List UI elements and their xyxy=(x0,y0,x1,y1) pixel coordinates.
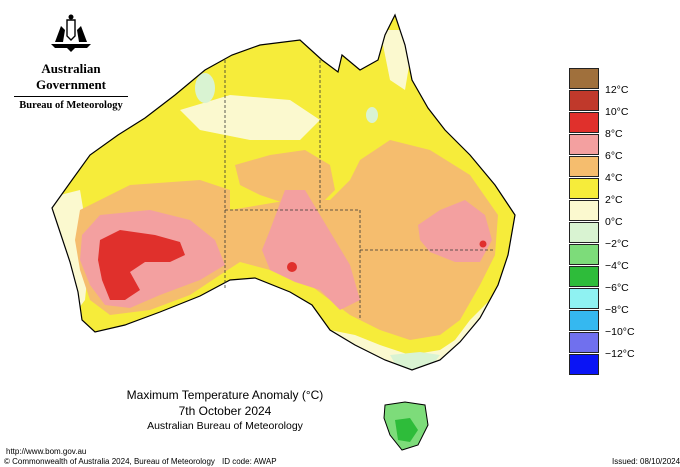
footer-issued: Issued: 08/10/2024 xyxy=(612,457,680,466)
legend-swatch xyxy=(569,178,599,199)
legend-swatch xyxy=(569,354,599,375)
coat-of-arms-icon xyxy=(51,14,91,52)
legend-label: 12°C xyxy=(605,84,629,96)
map-date: 7th October 2024 xyxy=(178,404,272,418)
tasmania xyxy=(383,401,429,451)
state-borders xyxy=(224,60,495,320)
legend-label: 8°C xyxy=(605,128,623,140)
legend-swatch xyxy=(569,90,599,111)
legend-swatch xyxy=(569,266,599,287)
legend-swatch xyxy=(569,222,599,243)
legend-swatch xyxy=(569,200,599,221)
legend-label: −8°C xyxy=(605,304,629,316)
legend-label: 4°C xyxy=(605,172,623,184)
map-title: Maximum Temperature Anomaly (°C) xyxy=(126,388,324,402)
footer-url: http://www.bom.gov.au xyxy=(6,447,87,456)
legend-label: −12°C xyxy=(605,348,635,360)
footer-copyright: © Commonwealth of Australia 2024, Bureau… xyxy=(4,457,215,466)
bom-logo-block: Australian Government Bureau of Meteorol… xyxy=(8,12,134,111)
legend-swatch xyxy=(569,288,599,309)
header-divider xyxy=(14,96,128,97)
coastline xyxy=(51,13,516,371)
legend-label: 6°C xyxy=(605,150,623,162)
footer-id-code: ID code: AWAP xyxy=(222,457,277,466)
legend-swatch xyxy=(569,68,599,89)
map-caption: Maximum Temperature Anomaly (°C) 7th Oct… xyxy=(120,388,330,432)
bureau-title: Bureau of Meteorology xyxy=(19,100,123,111)
legend-label: −6°C xyxy=(605,282,629,294)
map-org: Australian Bureau of Meteorology xyxy=(147,420,303,432)
legend-swatch xyxy=(569,134,599,155)
legend-swatch xyxy=(569,310,599,331)
government-title: Australian Government xyxy=(35,61,107,92)
legend-swatch xyxy=(569,332,599,353)
legend-swatch xyxy=(569,112,599,133)
legend-label: 0°C xyxy=(605,216,623,228)
legend-swatch xyxy=(569,156,599,177)
legend-label: −4°C xyxy=(605,260,629,272)
legend-label: 10°C xyxy=(605,106,629,118)
legend-label: −2°C xyxy=(605,238,629,250)
legend-label: −10°C xyxy=(605,326,635,338)
legend-swatch xyxy=(569,244,599,265)
legend-label: 2°C xyxy=(605,194,623,206)
